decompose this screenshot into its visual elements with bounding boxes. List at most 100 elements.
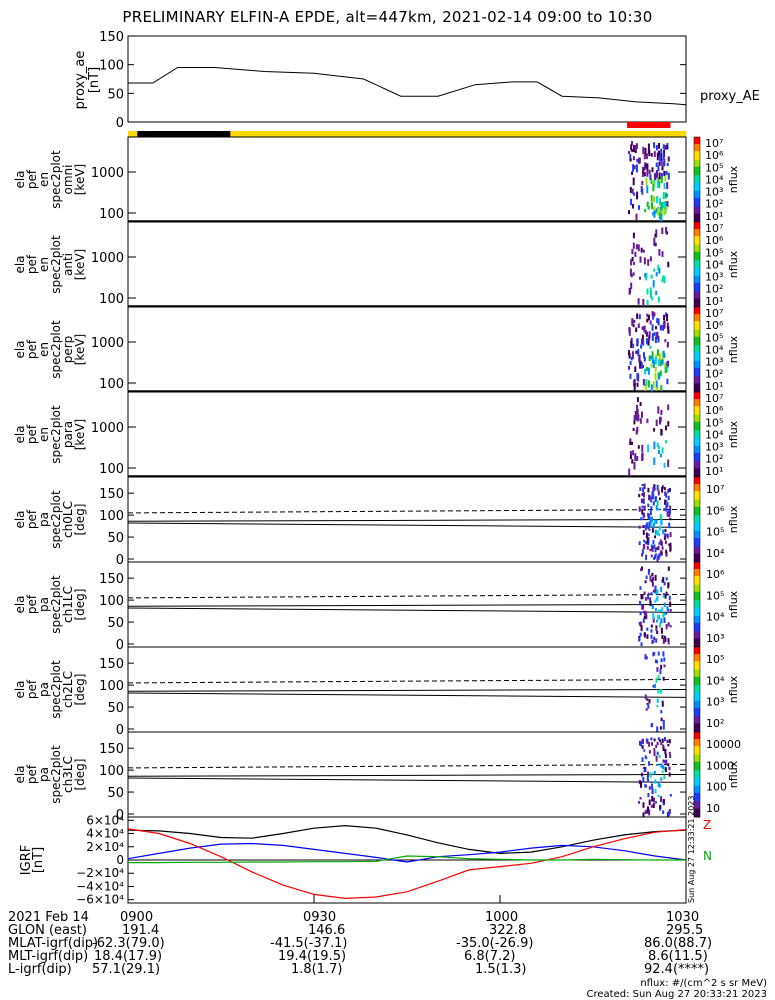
colorbar-segment — [694, 397, 700, 400]
colorbar-segment — [694, 665, 700, 668]
colorbar-segment — [694, 154, 700, 156]
spectrogram-cell — [652, 576, 655, 581]
spectrogram-cell — [630, 144, 633, 151]
y-axis-label: pef — [25, 594, 39, 614]
spectrogram-cell — [640, 517, 643, 521]
spectrogram-cell — [662, 651, 665, 657]
spectrogram-cell — [657, 794, 660, 798]
spectrogram-cell — [656, 556, 659, 562]
spectrogram-cell — [653, 237, 656, 246]
spectrogram-cell — [658, 249, 661, 256]
y-axis-label: [nT] — [31, 847, 46, 873]
spectrogram-cell — [643, 492, 645, 498]
spectrogram-cell — [661, 738, 664, 744]
colorbar-segment — [694, 183, 700, 186]
y-tick-label: 100 — [99, 59, 124, 74]
spectrogram-cell — [635, 327, 638, 333]
row-value: 86.0(88.7) — [644, 936, 713, 951]
colorbar-segment — [694, 726, 700, 729]
colorbar-segment — [694, 428, 700, 431]
spectrogram-cell — [659, 622, 662, 628]
colorbar-segment — [694, 461, 700, 464]
colorbar-tick-label: 10⁴ — [706, 674, 725, 687]
spectrogram-cell — [661, 447, 664, 454]
row-value: -41.5(-37.1) — [270, 936, 348, 951]
spectrogram-cell — [657, 737, 660, 741]
colorbar-segment — [694, 263, 700, 265]
colorbar-segment — [694, 733, 700, 736]
colorbar-segment — [694, 213, 700, 216]
spectrogram-cell — [652, 616, 655, 623]
spectrogram-cell — [644, 810, 647, 815]
spectrogram-cell — [632, 177, 635, 186]
colorbar-label: nflux — [727, 675, 740, 703]
spectrogram-cell — [666, 201, 669, 207]
colorbar-segment — [694, 712, 700, 715]
spectrogram-cell — [656, 196, 659, 200]
spectrogram-cell — [669, 546, 672, 551]
y-tick-label: −2×10⁴ — [76, 866, 124, 880]
y-axis-label: [deg] — [73, 759, 87, 791]
spectrogram-cell — [666, 378, 669, 385]
colorbar-segment — [694, 445, 700, 448]
spectrogram-cell — [665, 591, 668, 596]
colorbar-segment — [694, 370, 700, 373]
spectrogram-cell — [632, 164, 635, 172]
colorbar-segment — [694, 794, 700, 797]
ephemeris-row: MLAT-igrf(dip) -62.3(79.0) -41.5(-37.1) … — [8, 936, 768, 951]
spectrogram-cell — [668, 595, 671, 601]
colorbar-segment — [694, 512, 700, 515]
colorbar-tick-label: 10³ — [705, 271, 723, 284]
colorbar-tick-label: 10³ — [706, 696, 724, 709]
colorbar-tick-label: 10⁴ — [705, 343, 724, 356]
colorbar-segment — [694, 186, 700, 189]
y-axis-label: [keV] — [73, 249, 87, 280]
loss-cone-solid — [127, 689, 687, 692]
colorbar-segment — [694, 159, 700, 162]
colorbar-segment — [694, 666, 700, 669]
colorbar-segment — [694, 790, 700, 792]
spectrogram-cell — [650, 355, 653, 360]
spectrogram-cell — [668, 739, 671, 744]
spectrogram-cell — [656, 705, 659, 708]
colorbar-segment — [694, 513, 700, 516]
colorbar-segment — [694, 291, 700, 294]
spectrogram-cell — [644, 541, 647, 544]
colorbar-segment — [694, 593, 700, 596]
colorbar-segment — [694, 326, 700, 329]
spectrogram-cell — [645, 708, 648, 711]
colorbar-segment — [694, 366, 700, 369]
spectrogram-cell — [663, 508, 666, 511]
spectrogram-cell — [643, 539, 646, 542]
spectrogram-cell — [650, 629, 653, 633]
colorbar-segment — [694, 247, 700, 250]
spectrogram-cell — [650, 274, 653, 279]
spectrogram-cell — [637, 445, 640, 449]
spectrogram-cell — [638, 506, 641, 512]
spectrogram-cell — [662, 144, 665, 149]
spectrogram-cell — [642, 605, 645, 610]
colorbar-segment — [694, 734, 700, 737]
spectrogram-cell — [669, 609, 672, 612]
colorbar-segment — [694, 462, 700, 465]
spectrogram-cell — [667, 582, 670, 587]
colorbar-segment — [694, 202, 700, 205]
y-axis-label: [keV] — [73, 419, 87, 450]
spectrogram-cell — [641, 757, 644, 763]
y-axis-label: ch2LC — [61, 671, 75, 708]
page-title: PRELIMINARY ELFIN-A EPDE, alt=447km, 202… — [122, 8, 653, 26]
spectrogram-cell — [647, 593, 650, 600]
colorbar-segment — [694, 591, 700, 594]
spectrogram-cell — [658, 532, 660, 537]
row-label: GLON (east) — [8, 923, 87, 938]
spectrogram-cell — [642, 249, 645, 253]
spectrogram-cell — [635, 413, 638, 421]
spectrogram-cell — [667, 744, 670, 747]
colorbar-segment — [694, 518, 700, 520]
spectrogram-cell — [649, 597, 652, 603]
colorbar-segment — [694, 197, 700, 200]
spectrogram-cell — [646, 338, 648, 345]
spectrogram-cell — [638, 314, 641, 320]
spectrogram-cell — [665, 440, 668, 444]
spectrogram-cell — [648, 799, 651, 806]
